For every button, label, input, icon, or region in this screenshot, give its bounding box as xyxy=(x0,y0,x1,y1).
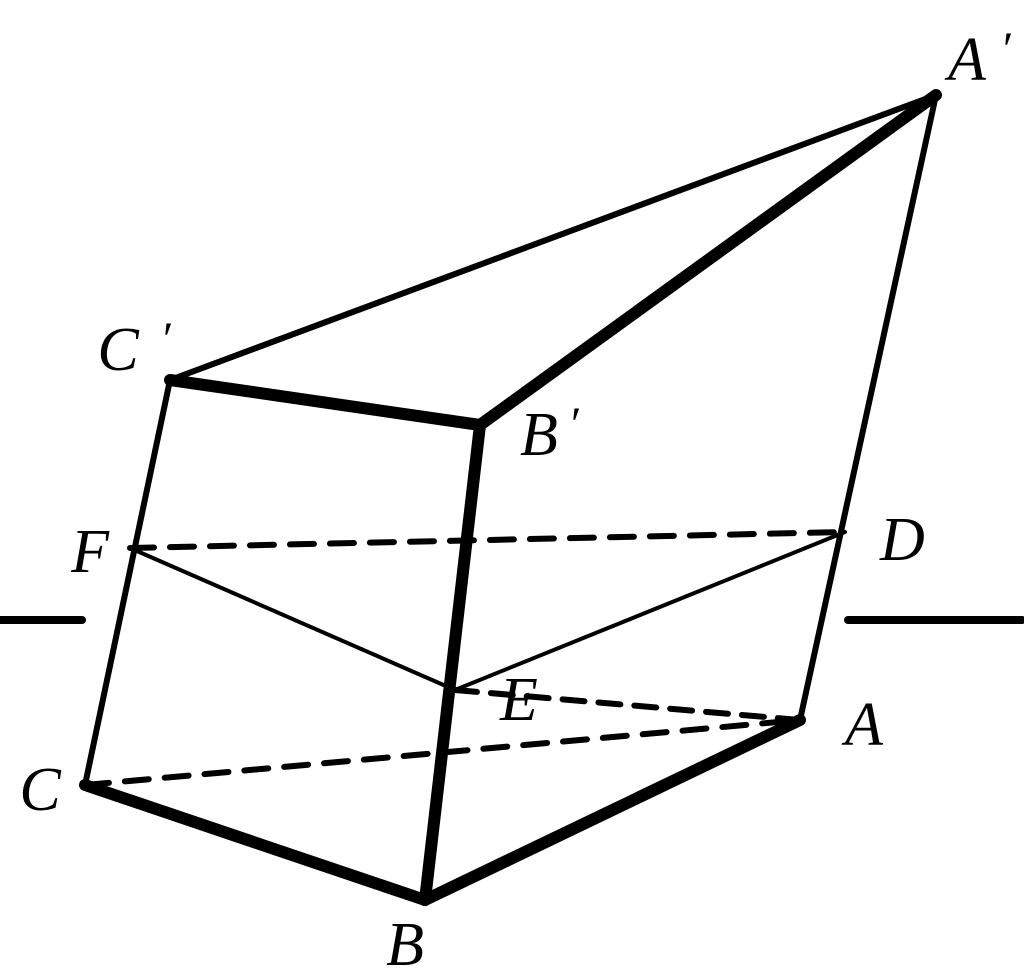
label-Aprime-prime: ′ xyxy=(1000,23,1012,76)
label-Aprime: A xyxy=(944,26,987,94)
labels-group: ABCDEFA′B′C′ xyxy=(19,23,1012,976)
edge-Bprime-Cprime xyxy=(170,380,480,425)
label-E: E xyxy=(499,666,538,734)
label-Bprime: B xyxy=(520,401,558,469)
label-A: A xyxy=(841,691,884,759)
label-Cprime: C xyxy=(97,316,139,384)
label-Bprime-prime: ′ xyxy=(568,398,580,451)
edge-E-F-face xyxy=(130,548,455,690)
label-F: F xyxy=(70,518,110,586)
label-B: B xyxy=(386,911,424,976)
edge-B-C xyxy=(85,785,425,900)
edge-Cprime-Aprime xyxy=(170,95,936,380)
label-D: D xyxy=(879,506,925,574)
edge-Aprime-Bprime xyxy=(480,95,936,425)
edges-group xyxy=(0,95,1022,900)
edge-F-D-hidden xyxy=(130,532,845,548)
label-Cprime-prime: ′ xyxy=(160,313,172,366)
label-C: C xyxy=(19,756,61,824)
edge-B-Bprime xyxy=(425,425,480,900)
edge-A-Aprime xyxy=(800,95,936,720)
prism-diagram: ABCDEFA′B′C′ xyxy=(0,0,1024,976)
